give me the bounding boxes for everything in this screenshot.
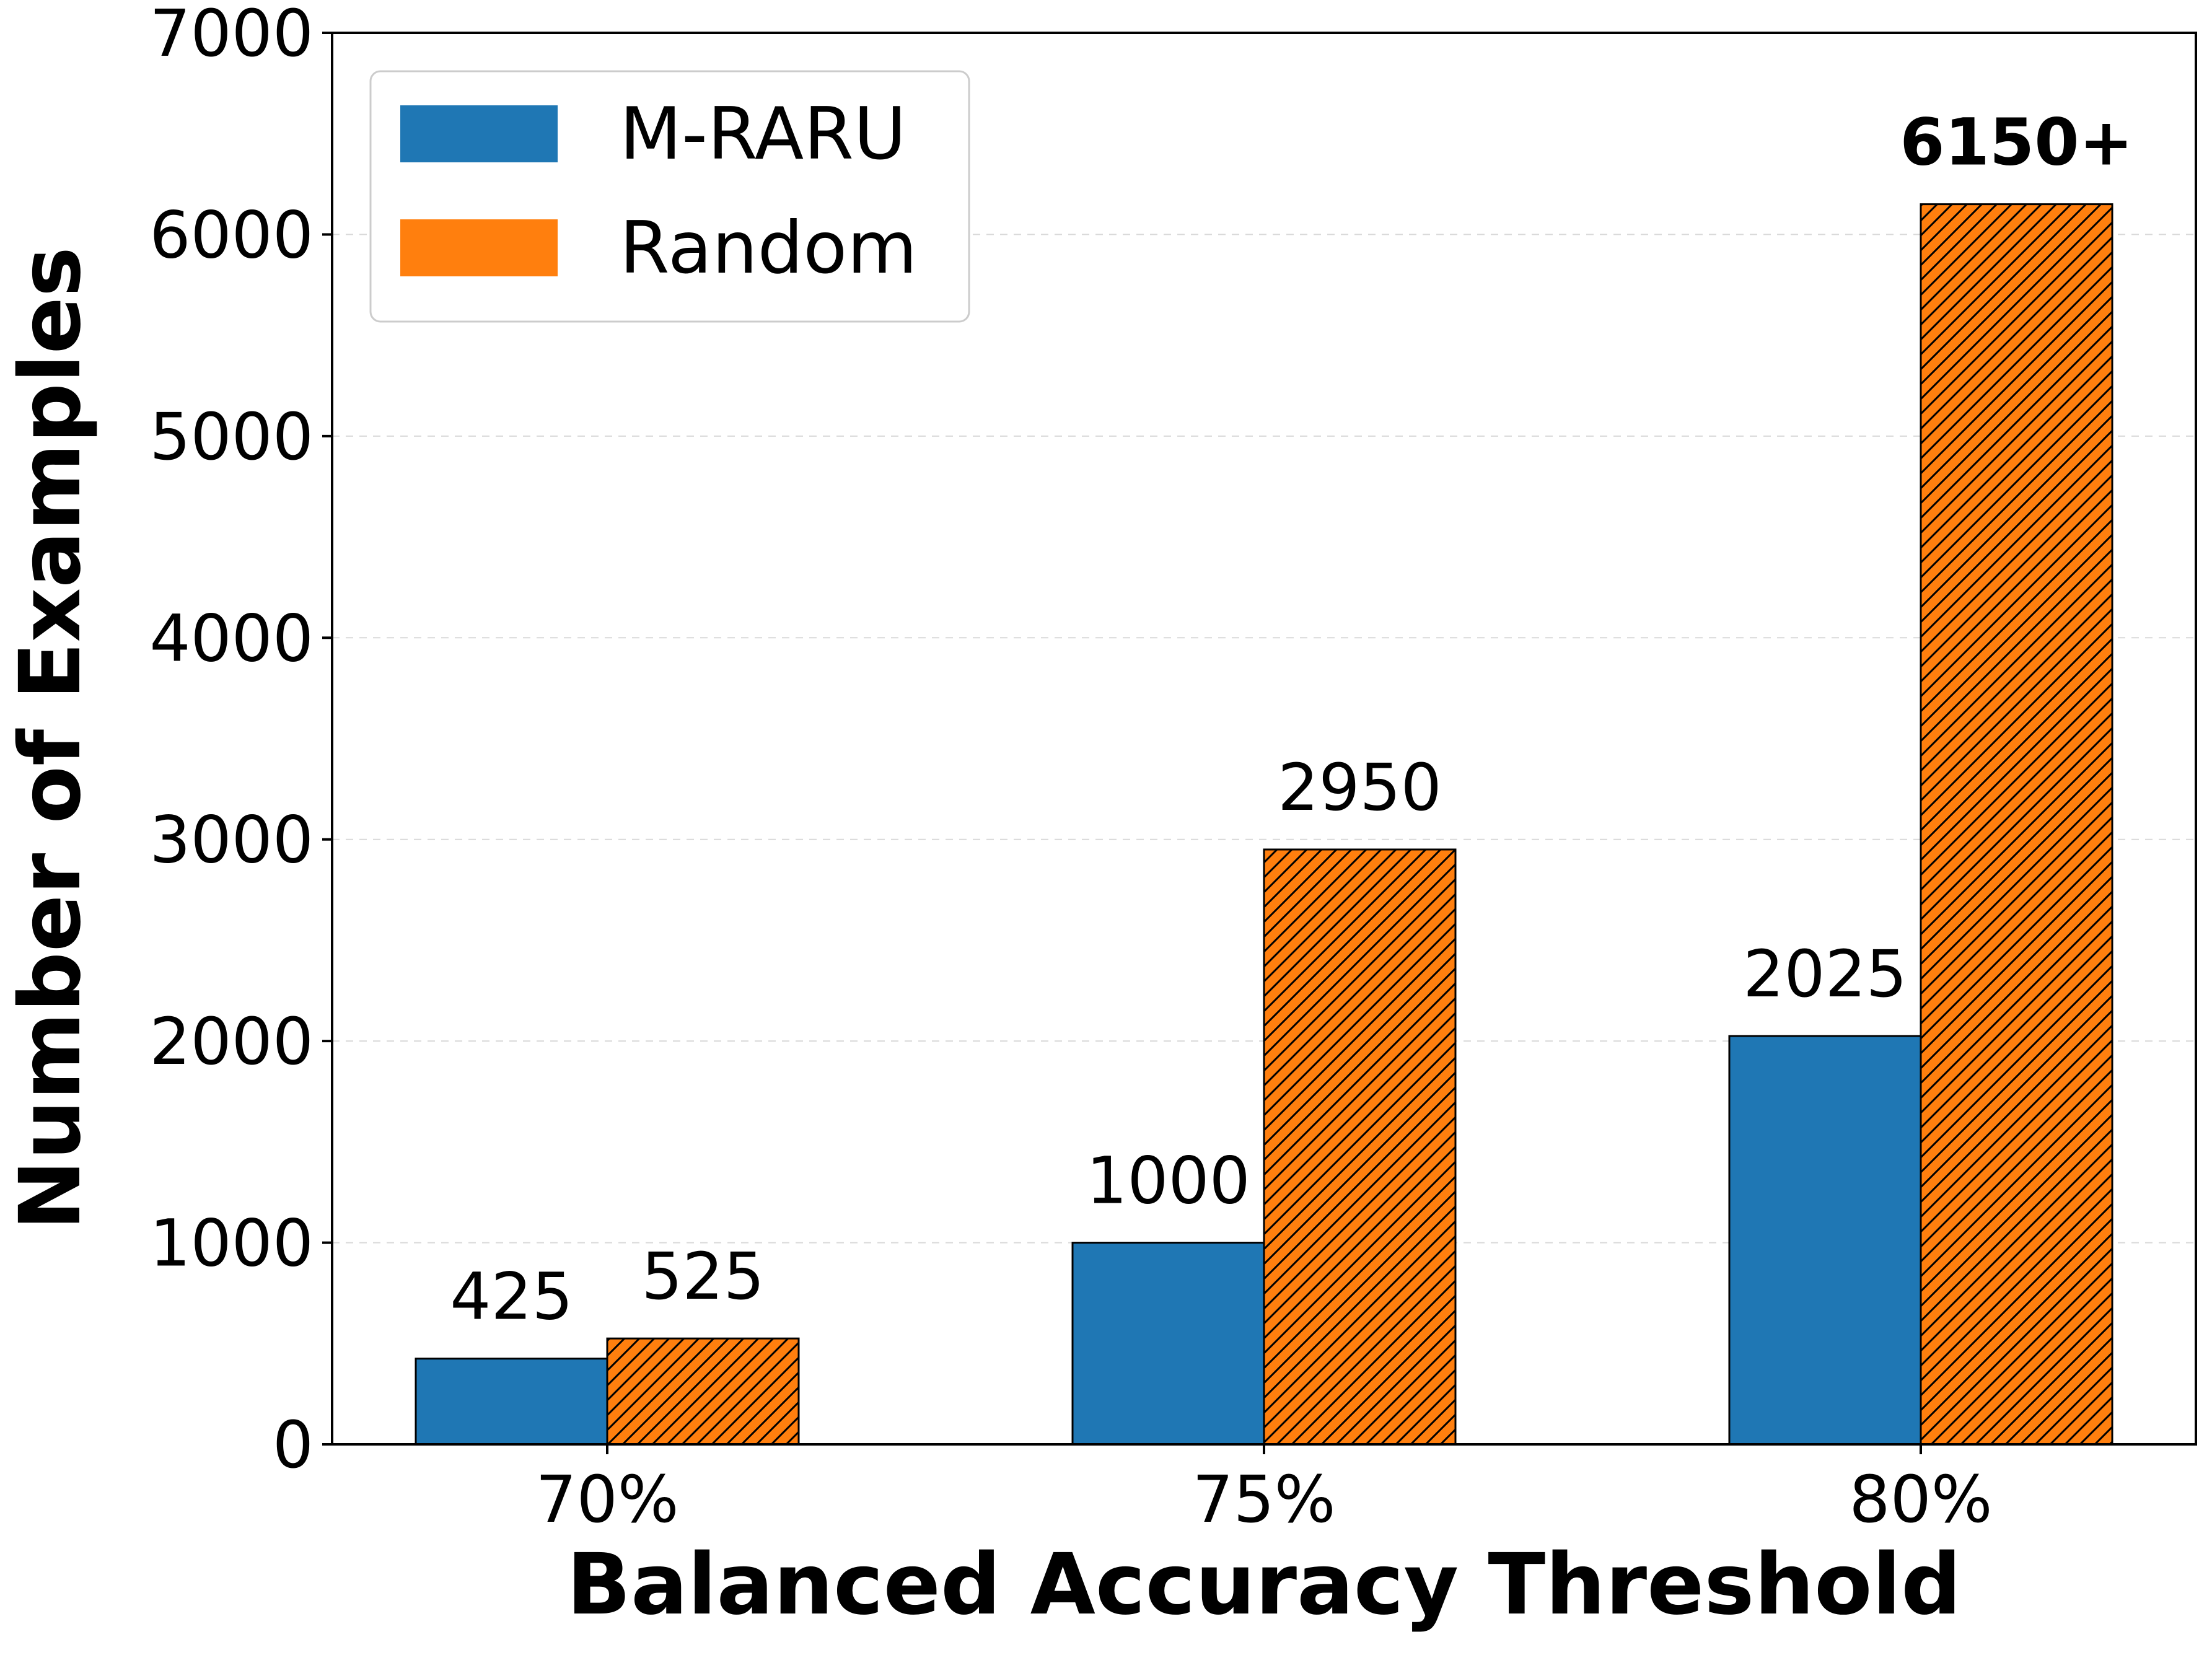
bar-value-label: 2950 xyxy=(1278,750,1442,825)
bar-value-label: 525 xyxy=(641,1239,765,1314)
y-axis-title: Number of Examples xyxy=(2,247,100,1231)
x-axis-title: Balanced Accuracy Threshold xyxy=(566,1536,1961,1634)
y-axis-ticks: 0 1000 2000 3000 4000 5000 6000 7000 xyxy=(149,0,332,1483)
bar-random xyxy=(1263,848,1457,1446)
y-tick-label: 2000 xyxy=(149,1004,314,1079)
x-tick-label: 80% xyxy=(1849,1462,1992,1537)
bar-value-label: 1000 xyxy=(1086,1143,1250,1219)
legend-swatch-random xyxy=(400,219,558,276)
legend-label-m-raru: M-RARU xyxy=(620,92,906,176)
x-tick-label: 70% xyxy=(535,1462,678,1537)
legend: M-RARU Random xyxy=(369,70,970,323)
bar-m-raru xyxy=(1071,1242,1265,1446)
y-tick-label: 3000 xyxy=(149,802,314,878)
y-tick-label: 0 xyxy=(273,1407,314,1483)
legend-swatch-m-raru xyxy=(400,105,558,162)
bar-m-raru xyxy=(415,1358,608,1446)
x-tick-label: 75% xyxy=(1192,1462,1335,1537)
bars xyxy=(415,203,2113,1446)
bar-value-label: 425 xyxy=(450,1259,573,1335)
y-tick-label: 7000 xyxy=(149,0,314,71)
bar-random xyxy=(606,1337,800,1446)
bar-value-label: 6150+ xyxy=(1900,105,2133,180)
bar-value-label: 2025 xyxy=(1743,936,1907,1012)
bar-m-raru xyxy=(1728,1035,1922,1446)
legend-label-random: Random xyxy=(620,206,917,290)
bar-value-labels: 425 1000 2025 525 2950 6150+ xyxy=(450,105,2133,1335)
y-tick-label: 1000 xyxy=(149,1206,314,1281)
y-tick-label: 4000 xyxy=(149,600,314,676)
x-axis-ticks: 70% 75% 80% xyxy=(535,1444,1993,1537)
bar-random xyxy=(1920,203,2113,1446)
y-tick-label: 6000 xyxy=(149,197,314,273)
y-tick-label: 5000 xyxy=(149,399,314,475)
